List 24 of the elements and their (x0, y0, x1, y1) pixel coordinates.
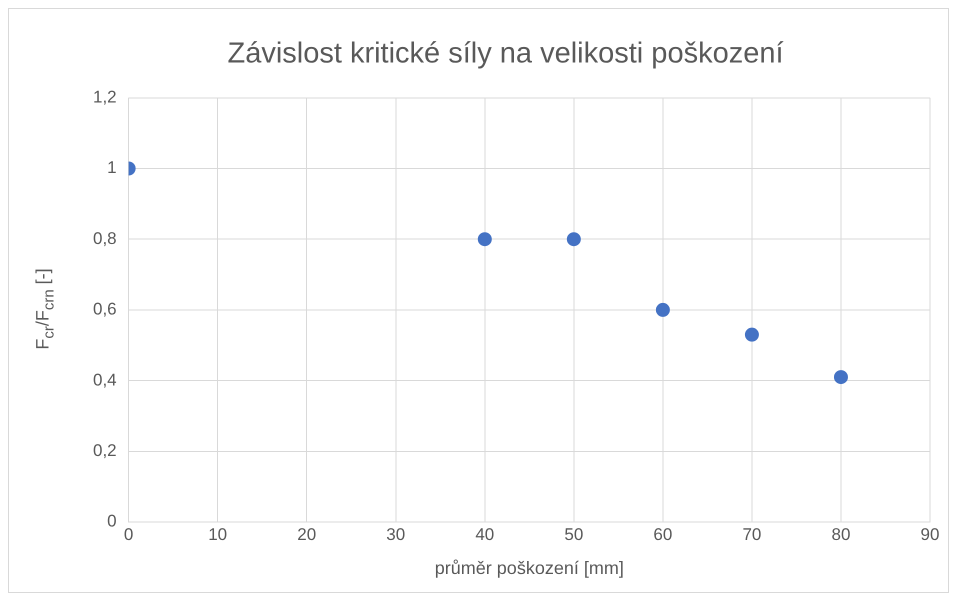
y-tick-label: 0 (107, 512, 117, 531)
chart-title: Závislost kritické síly na velikosti poškození (227, 37, 784, 70)
x-tick-label: 80 (832, 524, 850, 544)
y-tick-label: 0,4 (92, 370, 117, 390)
y-tick-label: 0,8 (92, 228, 117, 248)
x-tick-label: 70 (742, 524, 762, 544)
point (656, 302, 670, 317)
x-tick-label: 20 (297, 524, 316, 544)
point (478, 232, 492, 246)
x-tick-label: 40 (475, 524, 494, 544)
point (566, 232, 581, 246)
y-tick-label: 1,2 (92, 87, 117, 106)
y-tick-label: 0,6 (92, 300, 117, 319)
x-tick-label: 90 (920, 524, 940, 544)
x-tick-label: 30 (386, 524, 406, 544)
x-tick-label: 50 (564, 524, 584, 544)
y-tick-label: 0,2 (92, 440, 117, 460)
x-tick-label: 60 (653, 524, 672, 544)
y-tick-label: 1 (107, 158, 117, 178)
point (834, 370, 848, 384)
x-tick-label: 10 (208, 524, 228, 544)
x-tick-label: 0 (124, 524, 134, 544)
x-axis-title: průměr poškození [mm] (434, 558, 624, 578)
point (744, 328, 759, 342)
